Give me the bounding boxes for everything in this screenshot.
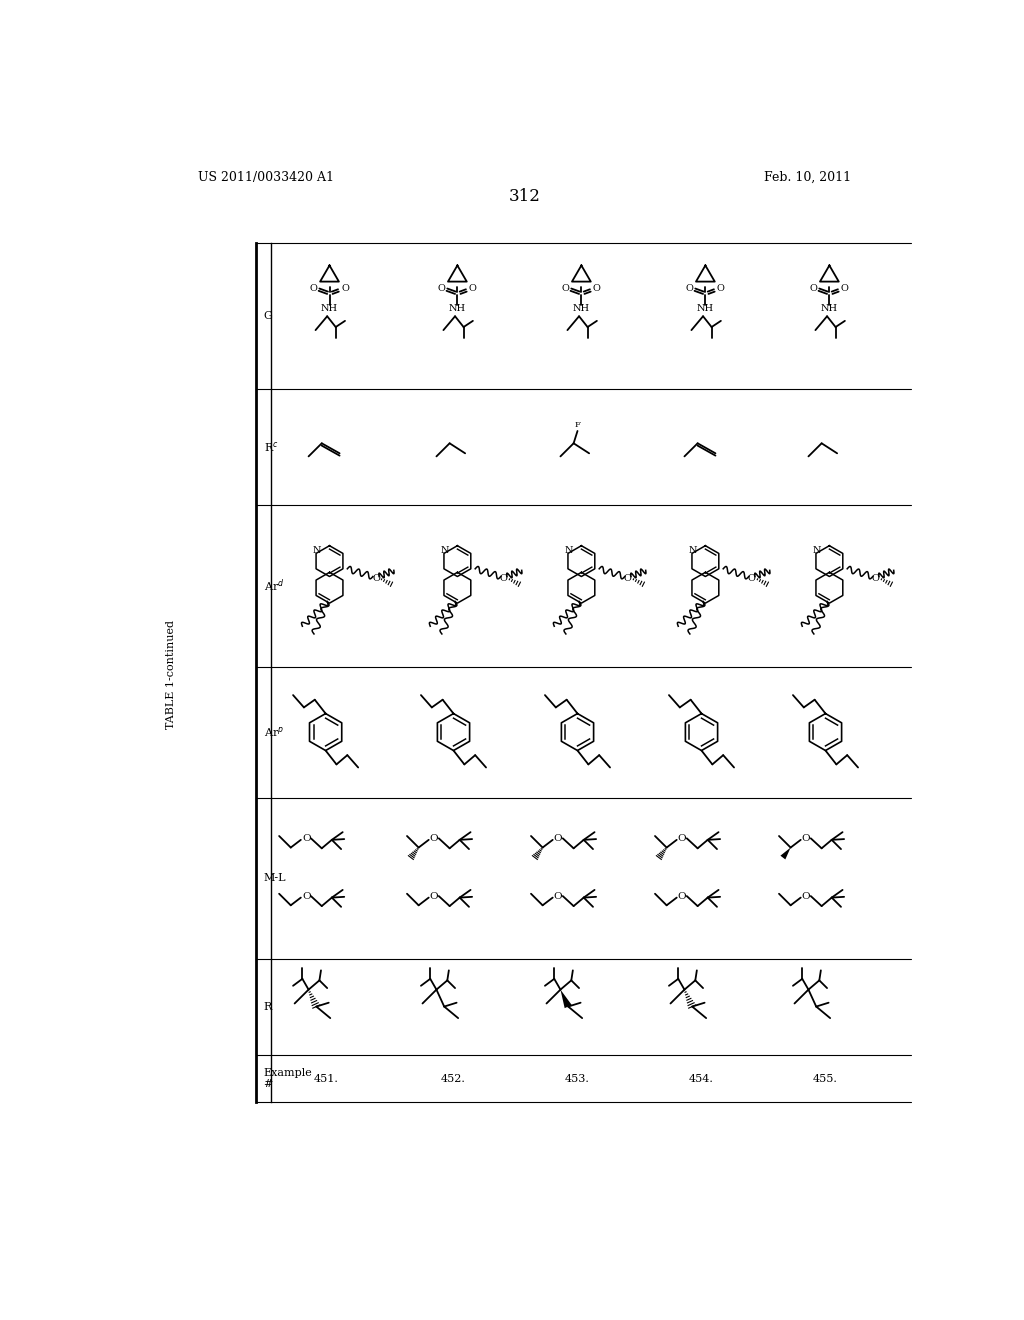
Text: O: O [372,574,380,582]
Text: NH: NH [572,304,590,313]
Text: 454.: 454. [689,1073,714,1084]
Text: O: O [748,574,756,582]
Polygon shape [780,847,791,859]
Text: O: O [469,284,477,293]
Text: O: O [841,284,849,293]
Text: O: O [309,284,317,293]
Text: 453.: 453. [565,1073,590,1084]
Text: O: O [872,574,880,582]
Text: N: N [564,546,573,554]
Text: NH: NH [821,304,838,313]
Text: O: O [678,834,686,842]
Polygon shape [560,990,571,1008]
Text: Ar$^p$: Ar$^p$ [263,725,284,739]
Text: TABLE 1-continued: TABLE 1-continued [166,620,176,729]
Text: US 2011/0033420 A1: US 2011/0033420 A1 [198,172,334,185]
Text: N: N [689,546,697,554]
Text: NH: NH [321,304,338,313]
Text: N: N [313,546,322,554]
Text: Example
#: Example # [263,1068,312,1089]
Text: O: O [341,284,349,293]
Text: N: N [813,546,821,554]
Text: O: O [430,834,438,842]
Text: 455.: 455. [813,1073,838,1084]
Text: O: O [561,284,569,293]
Text: O: O [554,891,562,900]
Text: 312: 312 [509,189,541,206]
Text: O: O [717,284,725,293]
Text: O: O [685,284,693,293]
Text: O: O [302,834,310,842]
Text: O: O [302,891,310,900]
Text: O: O [437,284,445,293]
Text: 451.: 451. [313,1073,338,1084]
Text: O: O [500,574,508,582]
Text: O: O [430,891,438,900]
Text: O: O [593,284,601,293]
Text: F: F [574,421,581,429]
Text: O: O [809,284,817,293]
Text: O: O [624,574,632,582]
Text: Ar$^d$: Ar$^d$ [263,577,284,594]
Text: O: O [554,834,562,842]
Text: N: N [440,546,450,554]
Text: O: O [678,891,686,900]
Text: O: O [802,834,810,842]
Text: R$^c$: R$^c$ [263,440,279,454]
Text: Feb. 10, 2011: Feb. 10, 2011 [764,172,851,185]
Text: NH: NH [449,304,466,313]
Text: NH: NH [696,304,714,313]
Text: 452.: 452. [441,1073,466,1084]
Text: R: R [263,1002,272,1012]
Text: M-L: M-L [263,874,286,883]
Text: O: O [802,891,810,900]
Text: G: G [263,312,272,321]
